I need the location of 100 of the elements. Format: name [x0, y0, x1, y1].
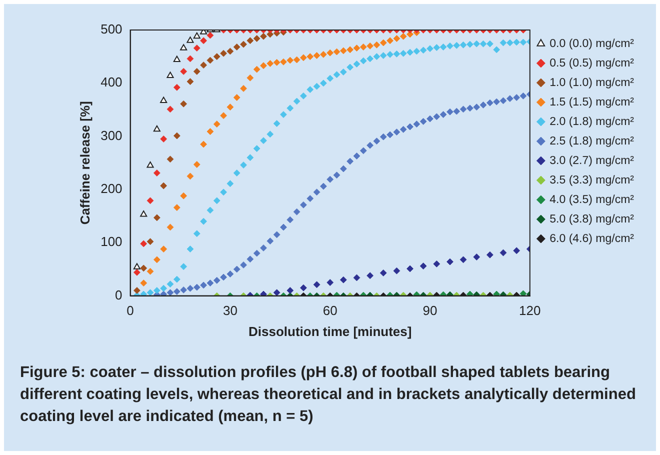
point	[486, 99, 494, 106]
x-tick-label: 60	[322, 303, 338, 318]
point	[173, 276, 180, 283]
point	[226, 104, 234, 111]
point	[186, 246, 194, 252]
point	[366, 142, 374, 149]
point	[180, 192, 188, 200]
legend-label: 0.5 (0.5) mg/cm²	[550, 57, 634, 70]
point	[193, 32, 200, 39]
point	[313, 82, 320, 90]
point	[380, 52, 387, 59]
point	[386, 131, 394, 138]
point	[273, 58, 280, 66]
point	[186, 284, 194, 292]
legend-label: 1.0 (1.0) mg/cm²	[550, 76, 634, 89]
point	[340, 47, 347, 54]
point	[266, 130, 274, 138]
point	[180, 68, 188, 75]
point	[326, 49, 334, 56]
point	[493, 290, 500, 296]
point	[426, 115, 434, 122]
point	[340, 276, 347, 284]
point	[173, 56, 180, 62]
point	[160, 284, 168, 292]
point	[134, 287, 140, 294]
point	[460, 41, 467, 48]
y-tick-label: 0	[115, 287, 122, 302]
point	[140, 280, 148, 286]
y-axis-title: Caffeine release [%]	[77, 101, 92, 225]
point	[160, 182, 168, 190]
point	[153, 256, 160, 264]
point	[466, 40, 474, 48]
point	[333, 172, 340, 179]
point	[220, 188, 227, 196]
point	[193, 230, 200, 238]
point	[166, 106, 174, 113]
point	[286, 216, 294, 224]
point	[213, 276, 220, 284]
point	[186, 36, 194, 43]
point	[446, 108, 454, 116]
point	[180, 100, 188, 108]
point	[440, 111, 447, 118]
point	[206, 128, 214, 135]
x-tick-label: 30	[222, 303, 238, 318]
point	[326, 279, 334, 286]
point	[260, 244, 267, 252]
point	[346, 64, 354, 71]
point	[293, 56, 300, 64]
point	[446, 291, 454, 296]
point	[300, 54, 307, 62]
point	[260, 137, 267, 144]
point	[473, 104, 480, 111]
point	[286, 287, 294, 294]
point	[386, 51, 394, 58]
point	[486, 251, 494, 258]
point	[433, 113, 440, 120]
point	[433, 44, 440, 51]
point	[280, 224, 287, 231]
point	[146, 268, 154, 275]
point	[346, 46, 354, 54]
point	[286, 56, 294, 64]
point	[433, 260, 440, 268]
point	[226, 270, 234, 278]
point	[513, 94, 520, 101]
point	[420, 46, 427, 54]
point	[360, 147, 367, 154]
point	[193, 161, 200, 168]
point	[166, 72, 174, 78]
point	[246, 256, 254, 263]
point	[393, 35, 400, 42]
point	[160, 290, 168, 296]
point	[453, 108, 460, 115]
point	[393, 128, 400, 136]
point	[380, 133, 387, 140]
point	[413, 120, 420, 128]
point	[466, 290, 474, 296]
point	[406, 48, 414, 56]
point	[220, 50, 227, 57]
point	[213, 197, 220, 204]
point	[280, 58, 287, 66]
point	[400, 50, 407, 57]
point	[226, 48, 234, 55]
point	[320, 80, 327, 87]
point	[380, 269, 387, 276]
point	[293, 208, 300, 216]
point	[233, 266, 240, 273]
point	[520, 92, 527, 100]
point	[320, 182, 327, 190]
legend-label: 3.5 (3.3) mg/cm²	[550, 174, 634, 186]
point	[313, 281, 320, 288]
point	[140, 264, 148, 272]
point	[166, 289, 174, 296]
point	[500, 249, 507, 256]
y-tick-label: 300	[100, 128, 122, 143]
point	[306, 86, 314, 93]
point	[353, 44, 360, 52]
point	[373, 138, 380, 145]
point	[500, 39, 507, 46]
point	[300, 284, 307, 292]
point	[233, 94, 240, 101]
